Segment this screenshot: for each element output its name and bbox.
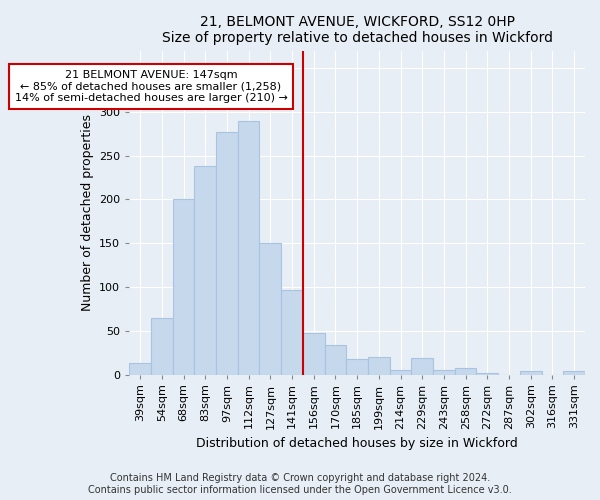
Bar	[325, 344, 346, 374]
Bar	[303, 334, 325, 374]
Bar	[368, 357, 389, 374]
Bar	[520, 371, 542, 374]
Y-axis label: Number of detached properties: Number of detached properties	[80, 114, 94, 311]
Text: Contains HM Land Registry data © Crown copyright and database right 2024.
Contai: Contains HM Land Registry data © Crown c…	[88, 474, 512, 495]
X-axis label: Distribution of detached houses by size in Wickford: Distribution of detached houses by size …	[196, 437, 518, 450]
Bar	[238, 122, 259, 374]
Bar	[259, 243, 281, 374]
Bar	[476, 373, 498, 374]
Bar	[281, 290, 303, 374]
Bar	[563, 371, 585, 374]
Bar	[412, 358, 433, 374]
Bar	[151, 318, 173, 374]
Bar	[455, 368, 476, 374]
Title: 21, BELMONT AVENUE, WICKFORD, SS12 0HP
Size of property relative to detached hou: 21, BELMONT AVENUE, WICKFORD, SS12 0HP S…	[161, 15, 553, 45]
Bar	[346, 359, 368, 374]
Bar	[194, 166, 216, 374]
Bar	[173, 200, 194, 374]
Text: 21 BELMONT AVENUE: 147sqm
← 85% of detached houses are smaller (1,258)
14% of se: 21 BELMONT AVENUE: 147sqm ← 85% of detac…	[14, 70, 287, 103]
Bar	[129, 363, 151, 374]
Bar	[216, 132, 238, 374]
Bar	[389, 370, 412, 374]
Bar	[433, 370, 455, 374]
